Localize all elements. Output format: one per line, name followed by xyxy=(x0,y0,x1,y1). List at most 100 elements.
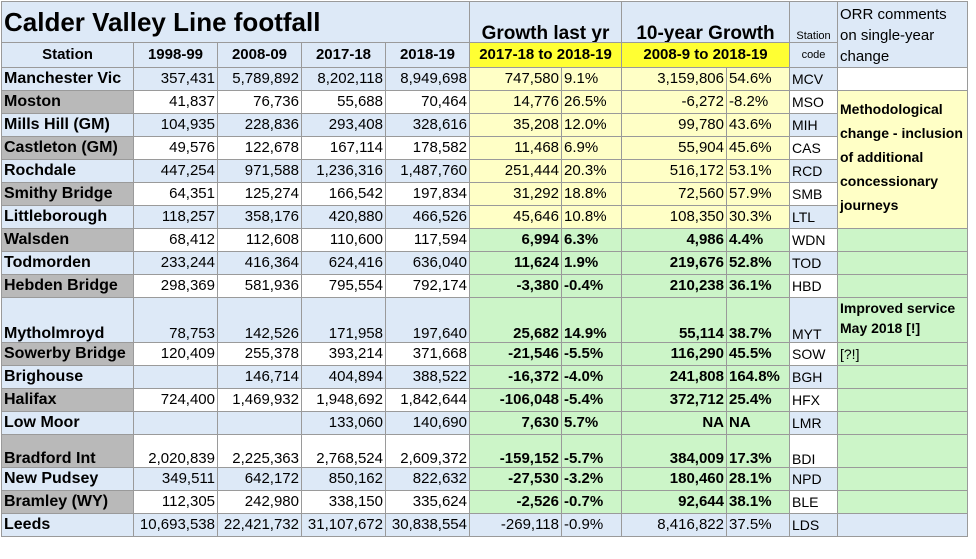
year-header-2018: 2018-19 xyxy=(385,41,470,69)
value-2017: 850,162 xyxy=(301,467,386,491)
value-2018: 140,690 xyxy=(385,411,470,435)
value-1998: 64,351 xyxy=(133,182,218,206)
ten-year-growth: 92,644 xyxy=(621,490,727,514)
growth-last-yr: -3,380 xyxy=(469,274,562,298)
station-code-header-bottom: code xyxy=(789,41,838,69)
value-2017: 167,114 xyxy=(301,136,386,160)
table-row: Leeds 10,693,538 22,421,732 31,107,672 3… xyxy=(1,513,968,537)
station-name: Sowerby Bridge xyxy=(1,342,134,366)
ten-year-growth-pct: -8.2% xyxy=(726,90,790,114)
value-2017: 404,894 xyxy=(301,365,386,389)
ten-year-growth-pct: NA xyxy=(726,411,790,435)
growth-last-yr-pct: -3.2% xyxy=(561,467,622,491)
table-row: Bradford Int 2,020,839 2,225,363 2,768,5… xyxy=(1,434,968,468)
value-1998: 49,576 xyxy=(133,136,218,160)
orr-comment-empty xyxy=(837,388,968,412)
year-header-2017: 2017-18 xyxy=(301,41,386,69)
table-row: Todmorden 233,244 416,364 624,416 636,04… xyxy=(1,251,968,275)
value-2008: 125,274 xyxy=(217,182,302,206)
growth-last-yr: -27,530 xyxy=(469,467,562,491)
value-2008: 581,936 xyxy=(217,274,302,298)
growth-last-yr: 45,646 xyxy=(469,205,562,229)
value-2017: 8,202,118 xyxy=(301,67,386,91)
ten-year-growth: 384,009 xyxy=(621,434,727,468)
station-code: LTL xyxy=(789,205,838,229)
growth-last-yr-pct: -0.9% xyxy=(561,513,622,537)
growth-last-yr: -21,546 xyxy=(469,342,562,366)
value-1998 xyxy=(133,365,218,389)
ten-year-growth: 55,114 xyxy=(621,297,727,343)
value-2018: 792,174 xyxy=(385,274,470,298)
value-2017: 1,236,316 xyxy=(301,159,386,183)
station-name: Castleton (GM) xyxy=(1,136,134,160)
ten-year-growth-header: 10-year Growth xyxy=(621,1,790,43)
station-name: Hebden Bridge xyxy=(1,274,134,298)
growth-last-yr: 251,444 xyxy=(469,159,562,183)
value-2017: 293,408 xyxy=(301,113,386,137)
ten-year-growth: 241,808 xyxy=(621,365,727,389)
growth-last-yr-pct: -0.7% xyxy=(561,490,622,514)
growth-last-yr-pct: -5.5% xyxy=(561,342,622,366)
ten-year-growth-pct: 52.8% xyxy=(726,251,790,275)
station-code: BGH xyxy=(789,365,838,389)
value-2008: 2,225,363 xyxy=(217,434,302,468)
value-2018: 117,594 xyxy=(385,228,470,252)
growth-last-yr-pct: 6.3% xyxy=(561,228,622,252)
value-2018: 30,838,554 xyxy=(385,513,470,537)
value-1998: 447,254 xyxy=(133,159,218,183)
ten-year-growth: 108,350 xyxy=(621,205,727,229)
growth-last-yr: 747,580 xyxy=(469,67,562,91)
station-name: Low Moor xyxy=(1,411,134,435)
value-2018: 70,464 xyxy=(385,90,470,114)
value-1998: 118,257 xyxy=(133,205,218,229)
table-title: Calder Valley Line footfall xyxy=(1,1,470,43)
growth-last-yr: 11,468 xyxy=(469,136,562,160)
ten-year-range-header: 2008-9 to 2018-19 xyxy=(621,41,790,69)
station-code: MIH xyxy=(789,113,838,137)
station-name: Littleborough xyxy=(1,205,134,229)
value-2017: 133,060 xyxy=(301,411,386,435)
ten-year-growth: 219,676 xyxy=(621,251,727,275)
value-1998: 2,020,839 xyxy=(133,434,218,468)
orr-comment-empty xyxy=(837,67,968,91)
station-name: New Pudsey xyxy=(1,467,134,491)
station-code: MYT xyxy=(789,297,838,343)
table-row: Bramley (WY) 112,305 242,980 338,150 335… xyxy=(1,490,968,514)
growth-last-yr-pct: -5.4% xyxy=(561,388,622,412)
station-code: MSO xyxy=(789,90,838,114)
ten-year-growth-pct: 17.3% xyxy=(726,434,790,468)
growth-last-yr-pct: -5.7% xyxy=(561,434,622,468)
value-2017: 2,768,524 xyxy=(301,434,386,468)
growth-last-yr: 31,292 xyxy=(469,182,562,206)
growth-range-header: 2017-18 to 2018-19 xyxy=(469,41,622,69)
improved-service-comment: Improved service May 2018 [!] xyxy=(837,297,968,343)
table-row: Moston 41,837 76,736 55,688 70,464 14,77… xyxy=(1,90,968,229)
value-2008: 971,588 xyxy=(217,159,302,183)
value-2018: 178,582 xyxy=(385,136,470,160)
station-name: Todmorden xyxy=(1,251,134,275)
value-1998: 68,412 xyxy=(133,228,218,252)
value-2017: 171,958 xyxy=(301,297,386,343)
ten-year-growth-pct: 45.5% xyxy=(726,342,790,366)
value-2017: 166,542 xyxy=(301,182,386,206)
table-row: Walsden 68,412 112,608 110,600 117,594 6… xyxy=(1,228,968,252)
growth-last-yr-pct: 12.0% xyxy=(561,113,622,137)
value-2018: 822,632 xyxy=(385,467,470,491)
ten-year-growth-pct: 36.1% xyxy=(726,274,790,298)
value-2018: 197,834 xyxy=(385,182,470,206)
ten-year-growth-pct: 45.6% xyxy=(726,136,790,160)
ten-year-growth-pct: 38.1% xyxy=(726,490,790,514)
ten-year-growth: 210,238 xyxy=(621,274,727,298)
value-2018: 371,668 xyxy=(385,342,470,366)
value-1998: 357,431 xyxy=(133,67,218,91)
orr-comment-empty xyxy=(837,467,968,491)
table-row: Smithy Bridge 64,351 125,274 166,542 197… xyxy=(1,182,968,206)
station-name: Walsden xyxy=(1,228,134,252)
ten-year-growth-pct: 164.8% xyxy=(726,365,790,389)
table-row: Low Moor 133,060 140,690 7,630 5.7% NA N… xyxy=(1,411,968,435)
orr-comment-empty xyxy=(837,434,968,468)
station-code-header-top: Station xyxy=(789,1,838,43)
orr-comment-empty xyxy=(837,365,968,389)
value-1998: 112,305 xyxy=(133,490,218,514)
station-code: LDS xyxy=(789,513,838,537)
